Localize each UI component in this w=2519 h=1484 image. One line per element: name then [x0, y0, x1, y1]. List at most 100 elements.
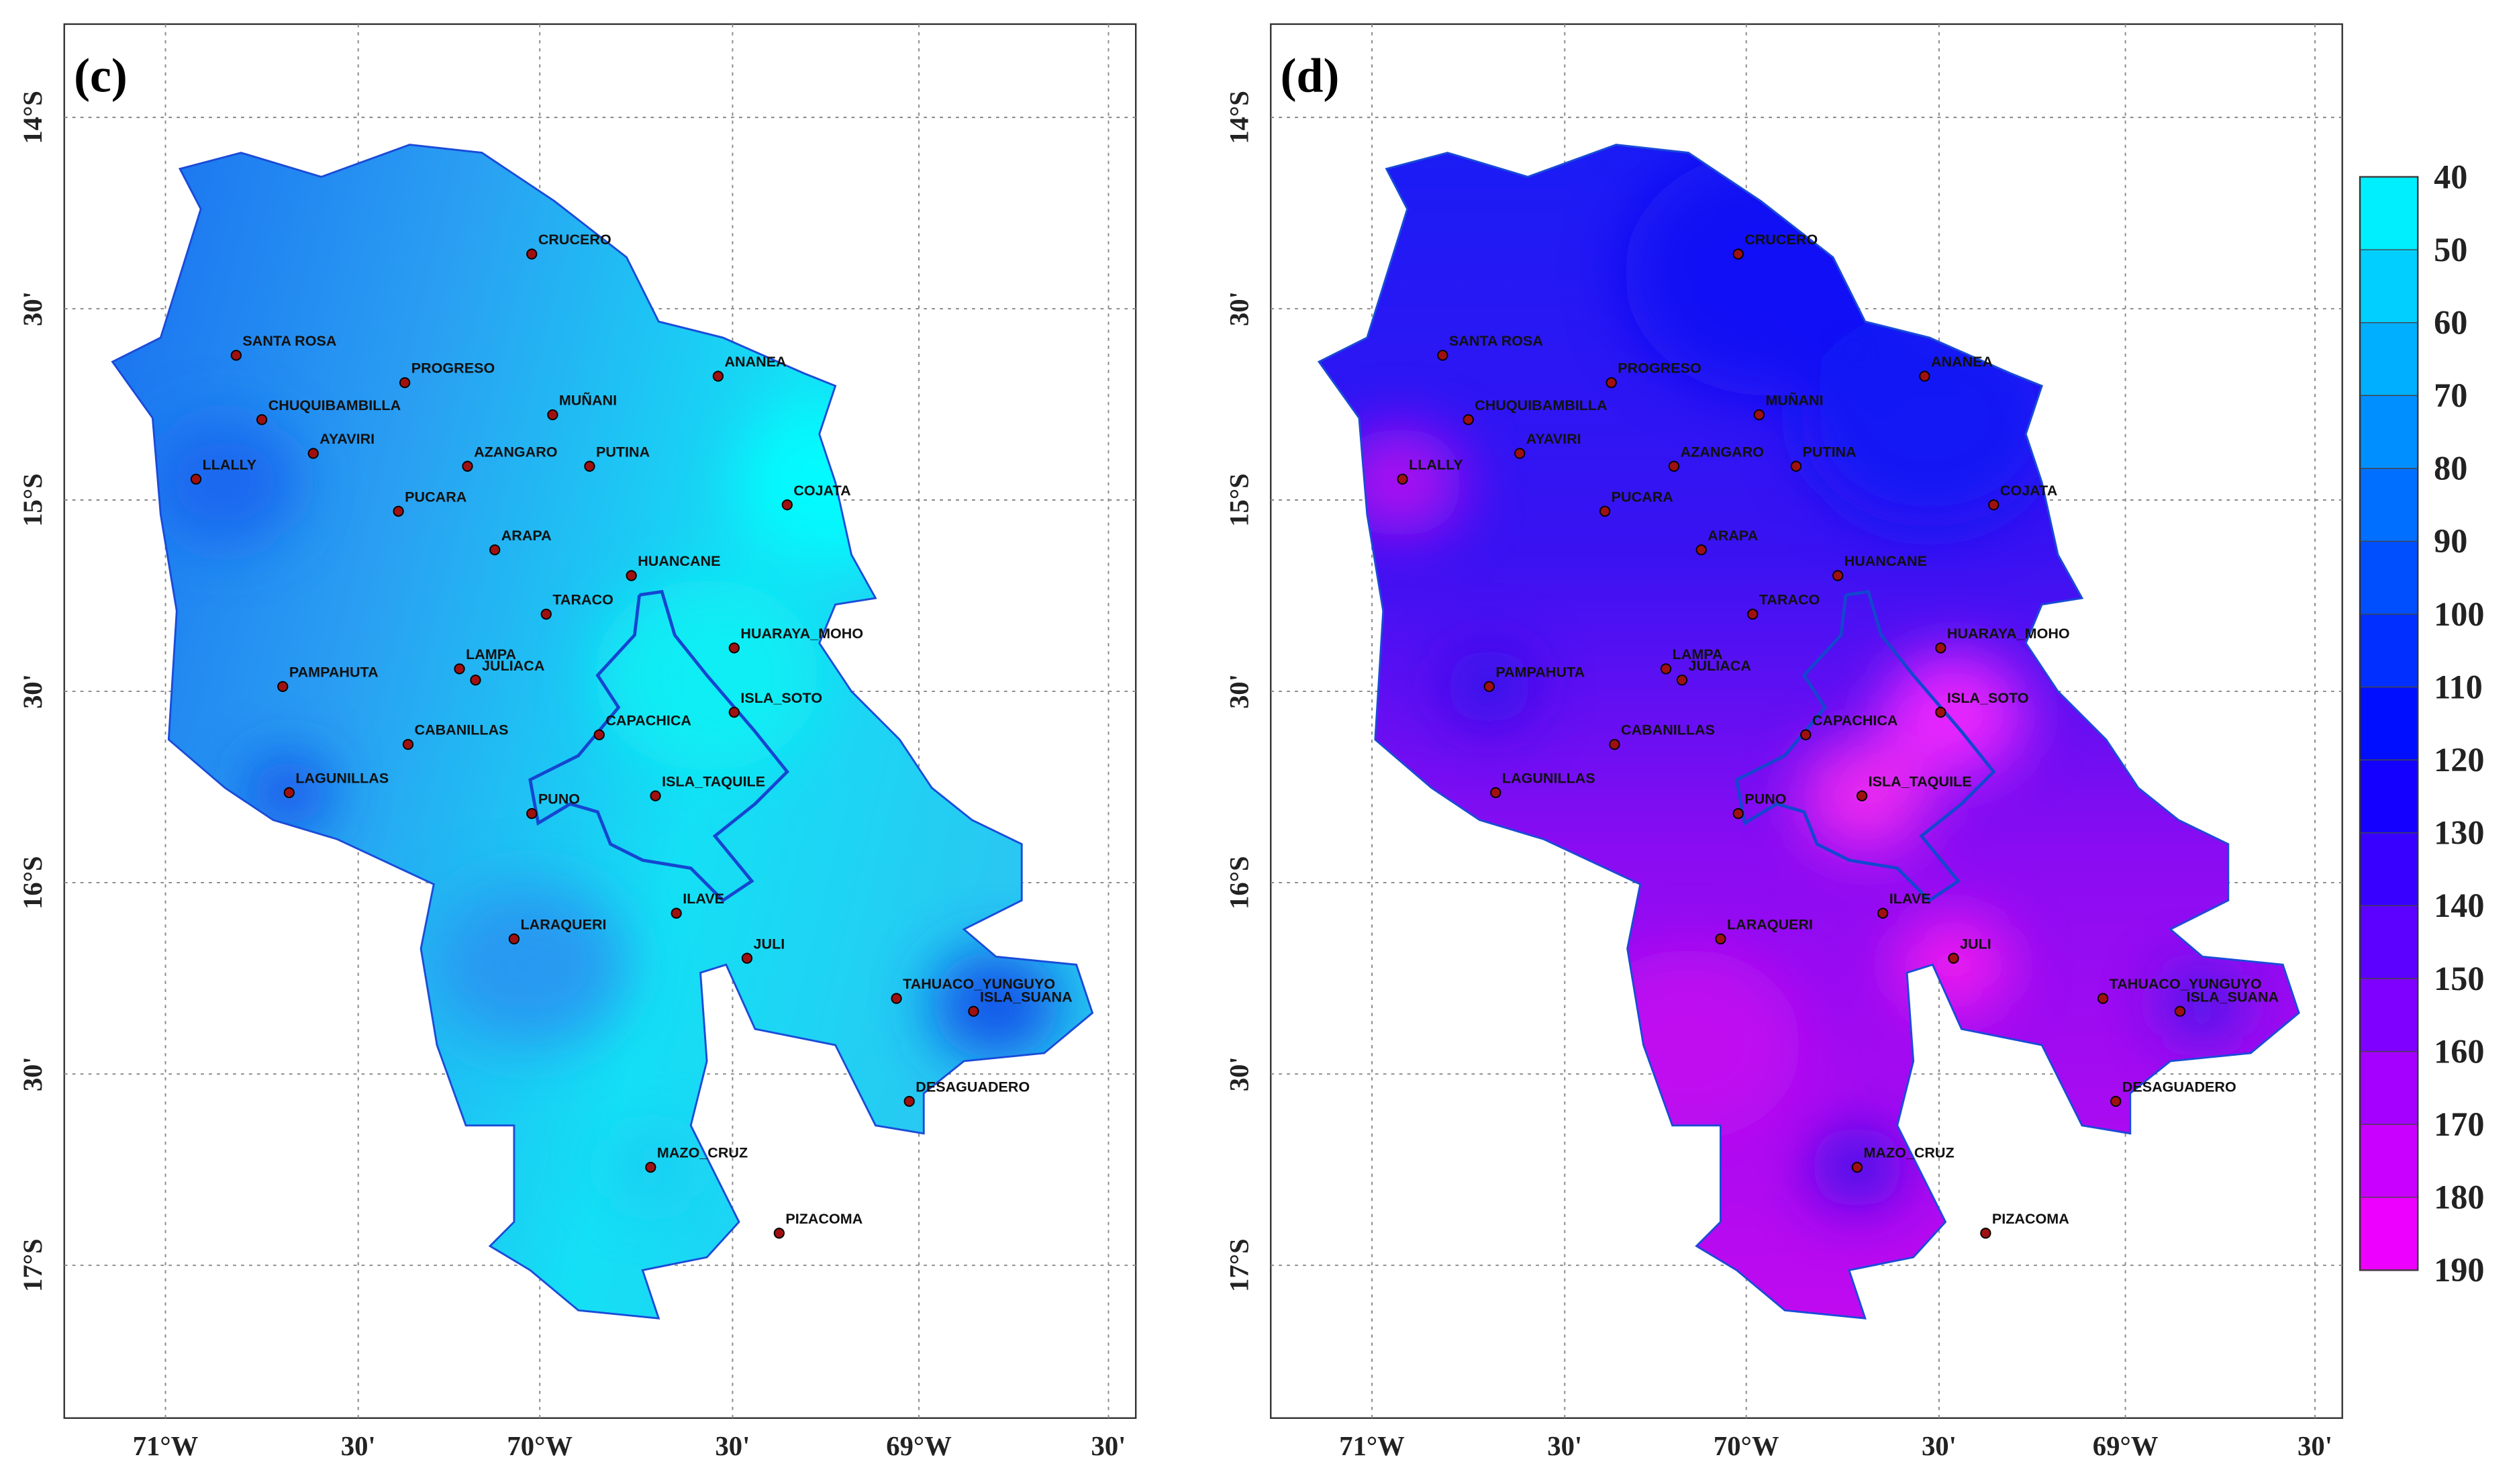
colorbar-label: 100	[2434, 595, 2484, 633]
station-label: ANANEA	[1931, 353, 1993, 370]
station-dot	[712, 370, 724, 382]
station-label: PIZACOMA	[1992, 1210, 2069, 1227]
station-dot	[1747, 608, 1759, 620]
station-label: HUANCANE	[1844, 552, 1927, 569]
x-tick-label: 30'	[1091, 1431, 1126, 1461]
station-label: TAHUACO_YUNGUYO	[903, 975, 1055, 992]
station-label: PROGRESO	[1618, 360, 1701, 377]
station-dot	[1980, 1228, 1991, 1239]
station-label: CABANILLAS	[1621, 722, 1715, 738]
y-tick-label: 17°S	[17, 1238, 48, 1292]
colorbar-label: 190	[2434, 1251, 2484, 1289]
station-dot	[526, 248, 538, 260]
station-dot	[773, 1228, 785, 1239]
colorbar-bin	[2360, 905, 2418, 980]
station-label: CAPACHICA	[605, 711, 691, 728]
y-tick-label: 17°S	[1224, 1238, 1254, 1292]
station-dot	[1919, 370, 1930, 382]
station-dot	[728, 707, 740, 718]
station-label: ISLA_SOTO	[1947, 689, 2029, 706]
x-tick-label: 70°W	[507, 1431, 573, 1461]
station-dot	[462, 460, 473, 472]
colorbar-bin	[2360, 250, 2418, 324]
station-label: AZANGARO	[474, 443, 557, 460]
y-tick-label: 30'	[1224, 291, 1254, 326]
station-dot	[1732, 248, 1744, 260]
colorbar-label: 60	[2434, 303, 2467, 341]
station-label: MUÑANI	[559, 392, 617, 409]
x-tick-label: 71°W	[1339, 1431, 1405, 1461]
station-label: COJATA	[2000, 482, 2057, 499]
station-dot	[1599, 505, 1611, 517]
colorbar-label: 160	[2434, 1032, 2484, 1070]
colorbar-bin	[2360, 1124, 2418, 1199]
x-tick-label: 30'	[2298, 1431, 2332, 1461]
station-label: AYAVIRI	[319, 430, 375, 447]
y-tick-label: 14°S	[1224, 91, 1254, 144]
station-label: ISLA_SUANA	[2187, 988, 2279, 1005]
station-dot	[1397, 473, 1408, 485]
colorbar-bin	[2360, 322, 2418, 397]
station-label: LAMPA	[466, 646, 516, 662]
colorbar-label: 40	[2434, 158, 2467, 195]
region-outline	[111, 144, 1094, 1320]
y-tick-label: 30'	[1224, 1056, 1254, 1091]
colorbar-label: 70	[2434, 377, 2467, 414]
station-dot	[1948, 952, 1959, 964]
station-dot	[1715, 933, 1726, 945]
station-dot	[1935, 707, 1946, 718]
y-tick-label: 16°S	[1224, 856, 1254, 909]
station-label: PUNO	[538, 791, 580, 807]
station-dot	[584, 460, 595, 472]
colorbar-label: 150	[2434, 960, 2484, 997]
station-label: LARAQUERI	[520, 916, 606, 933]
colorbar-label: 130	[2434, 814, 2484, 852]
x-tick-label: 30'	[341, 1431, 376, 1461]
station-label: PIZACOMA	[785, 1210, 862, 1227]
colorbar-bin	[2360, 1051, 2418, 1126]
station-dot	[540, 608, 552, 620]
colorbar-label: 140	[2434, 887, 2484, 924]
station-dot	[1695, 544, 1707, 556]
station-dot	[2097, 993, 2109, 1004]
station-label: LLALLY	[1409, 456, 1463, 473]
station-dot	[2174, 1005, 2186, 1017]
station-label: CABANILLAS	[415, 722, 509, 738]
colorbar-bin	[2360, 687, 2418, 761]
colorbar-bin	[2360, 541, 2418, 615]
station-dot	[728, 642, 740, 654]
station-dot	[547, 409, 558, 421]
y-tick-label: 30'	[17, 1056, 48, 1091]
colorbar-bin	[2360, 395, 2418, 470]
station-dot	[1877, 907, 1889, 919]
colorbar-label: 90	[2434, 522, 2467, 560]
x-tick-label: 30'	[1922, 1431, 1957, 1461]
station-dot	[1856, 790, 1868, 801]
station-label: PUCARA	[405, 488, 466, 505]
x-tick-label: 71°W	[133, 1431, 199, 1461]
station-label: PROGRESO	[411, 360, 495, 377]
station-dot	[2110, 1095, 2122, 1107]
colorbar-label: 120	[2434, 741, 2484, 779]
station-dot	[968, 1005, 979, 1017]
x-tick-label: 69°W	[2093, 1431, 2159, 1461]
station-label: MAZO_CRUZ	[1863, 1144, 1954, 1161]
colorbar-bin	[2360, 979, 2418, 1052]
station-label: CAPACHICA	[1812, 711, 1898, 728]
colorbar-bin	[2360, 832, 2418, 907]
station-label: HUANCANE	[638, 552, 720, 569]
station-dot	[190, 473, 202, 485]
station-label: LAMPA	[1673, 646, 1723, 662]
colorbar-label: 180	[2434, 1179, 2484, 1216]
colorbar-bin	[2360, 614, 2418, 688]
station-label: JULIACA	[482, 657, 544, 674]
station-dot	[1437, 350, 1448, 361]
colorbar-bin	[2360, 177, 2418, 251]
station-label: ISLA_TAQUILE	[662, 773, 765, 789]
station-dot	[470, 675, 481, 686]
y-tick-label: 30'	[17, 291, 48, 326]
station-dot	[593, 729, 605, 740]
station-dot	[1988, 499, 1999, 511]
